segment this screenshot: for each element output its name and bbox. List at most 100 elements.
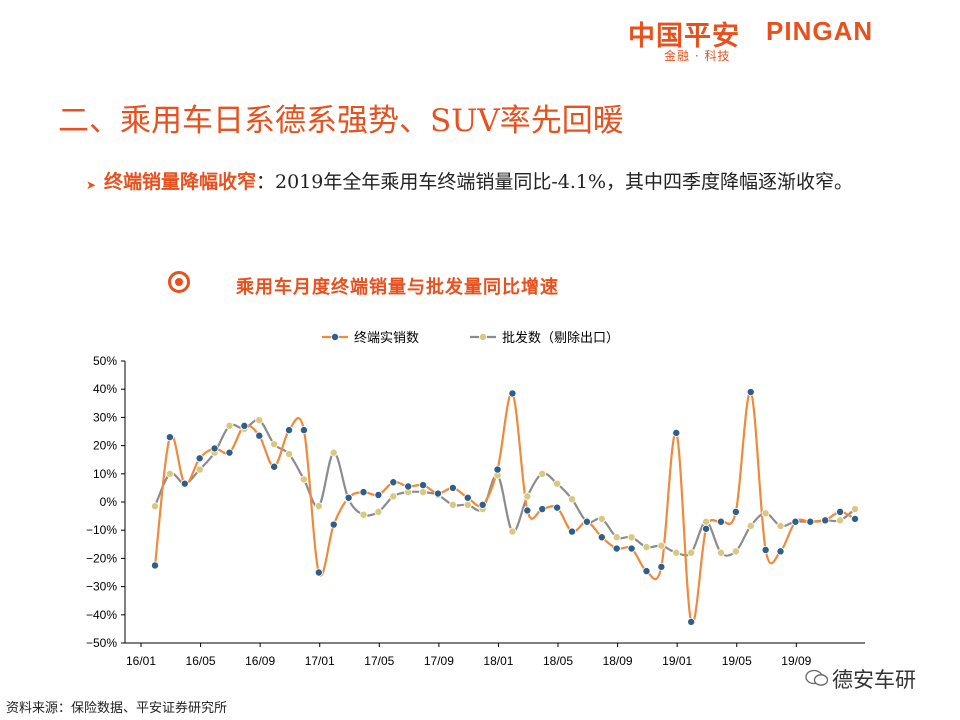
data-point-s2 [568,495,577,504]
data-point-s2 [702,517,711,526]
data-point-s1 [270,462,279,471]
x-tick-label: 18/09 [603,654,633,668]
data-point-s2 [523,492,532,501]
target-icon [168,271,190,293]
logo-cn-text: 中国平安 [628,21,740,52]
data-point-s2 [448,500,457,509]
data-point-s2 [165,469,174,478]
data-point-s1 [597,533,606,542]
data-point-s2 [627,533,636,542]
data-point-s2 [508,527,517,536]
legend-marker [478,332,487,341]
data-point-s1 [702,524,711,533]
data-point-s1 [285,426,294,435]
y-tick-label: −50% [86,636,117,650]
data-point-s1 [433,489,442,498]
data-point-s2 [419,488,428,497]
wechat-icon [805,669,829,686]
x-tick-label: 17/01 [305,654,335,668]
legend-label: 终端实销数 [354,330,419,346]
data-point-s1 [180,479,189,488]
data-point-s1 [672,428,681,437]
data-point-s1 [687,617,696,626]
data-point-s1 [344,493,353,502]
data-point-s1 [791,517,800,526]
x-tick-label: 19/09 [781,654,811,668]
watermark-text: 德安车研 [832,668,916,692]
data-point-s1 [389,478,398,487]
data-point-s1 [463,493,472,502]
data-point-s1 [299,426,308,435]
data-point-s1 [478,500,487,509]
data-point-s1 [582,517,591,526]
data-point-s2 [538,469,547,478]
x-tick-label: 17/09 [424,654,454,668]
legend-marker [330,332,339,341]
data-point-s1 [612,544,621,553]
data-point-s1 [642,567,651,576]
data-point-s2 [553,479,562,488]
data-point-s2 [314,502,323,511]
bullet-highlight: 终端销量降幅收窄 [104,171,257,193]
data-point-s2 [195,465,204,474]
data-point-s1 [627,544,636,553]
y-tick-label: 10% [93,467,117,481]
data-point-s2 [612,533,621,542]
chart-title: 乘用车月度终端销量与批发量同比增速 [236,277,559,298]
data-point-s1 [553,503,562,512]
bullet-paragraph: 终端销量降幅收窄：2019年全年乘用车终端销量同比-4.1%，其中四季度降幅逐渐… [104,167,904,197]
data-point-s1 [314,568,323,577]
data-point-s1 [404,482,413,491]
x-tick-label: 16/01 [126,654,156,668]
x-tick-label: 18/01 [483,654,513,668]
data-point-s1 [165,433,174,442]
data-point-s2 [746,521,755,530]
y-tick-label: −40% [86,608,117,622]
bullet-arrow-icon: ➤ [86,178,97,192]
y-tick-label: −20% [86,551,117,565]
data-point-s1 [195,454,204,463]
data-point-s2 [731,547,740,556]
data-point-s1 [731,507,740,516]
data-point-s1 [538,505,547,514]
data-point-s2 [776,521,785,530]
y-tick-label: 40% [93,382,117,396]
data-point-s2 [642,543,651,552]
y-tick-label: 30% [93,410,117,424]
logo-tagline: 金融 · 科技 [664,49,731,63]
data-point-s2 [851,505,860,514]
x-tick-label: 19/01 [662,654,692,668]
legend-label: 批发数（剔除出口） [502,330,619,346]
data-point-s2 [255,416,264,425]
data-point-s1 [746,388,755,397]
data-point-s2 [359,510,368,519]
data-point-s2 [836,516,845,525]
data-point-s2 [329,448,338,457]
data-point-s1 [374,490,383,499]
data-point-s1 [419,481,428,490]
data-point-s1 [821,516,830,525]
data-point-s2 [657,541,666,550]
data-point-s1 [776,547,785,556]
data-point-s2 [225,421,234,430]
data-point-s1 [761,545,770,554]
data-point-s2 [389,492,398,501]
data-point-s1 [851,514,860,523]
data-point-s1 [657,562,666,571]
data-point-s1 [150,561,159,570]
data-point-s1 [716,517,725,526]
bullet-text: ：2019年全年乘用车终端销量同比-4.1%，其中四季度降幅逐渐收窄。 [256,171,854,193]
logo-en-text: PINGAN [766,16,874,46]
data-point-s1 [523,506,532,515]
data-point-s2 [716,548,725,557]
y-tick-label: 50% [93,354,117,368]
data-point-s2 [150,502,159,511]
y-tick-label: −10% [86,523,117,537]
data-point-s2 [270,440,279,449]
data-point-s2 [463,500,472,509]
data-point-s1 [806,517,815,526]
data-point-s2 [285,450,294,459]
x-tick-label: 17/05 [364,654,394,668]
y-tick-label: −30% [86,580,117,594]
